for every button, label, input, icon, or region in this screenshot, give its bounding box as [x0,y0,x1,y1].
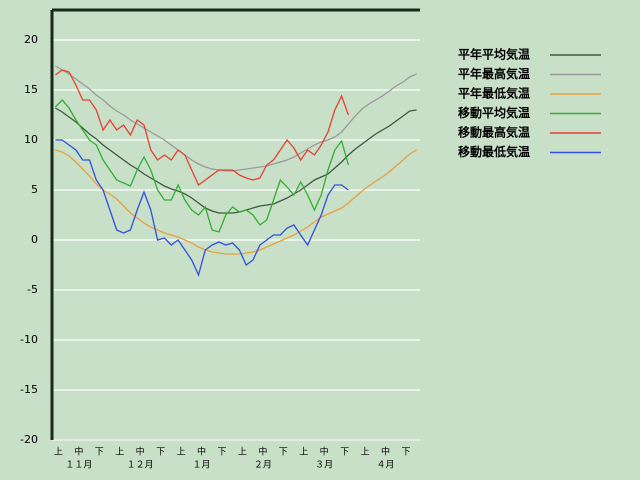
y-tick-label: 15 [24,83,38,96]
x-tick-label: 中 [197,446,206,458]
y-tick-label: -5 [27,283,38,296]
y-tick-label: -15 [20,383,38,396]
x-tick-label: 中 [381,446,390,458]
series-line [55,139,349,277]
legend-label: 平年平均気温 [458,47,530,62]
legend-label: 平年最低気温 [458,86,530,101]
x-tick-label: 下 [95,448,104,458]
x-tick-label: 上 [299,447,308,458]
y-tick-label: 0 [31,233,38,246]
x-tick-label: 下 [401,448,410,458]
series-line [55,107,417,214]
series-line [54,99,350,233]
x-tick-label: 下 [340,448,349,458]
x-tick-label: 中 [74,446,83,458]
y-tick-label: 5 [31,183,38,196]
x-tick-label: 上 [177,447,186,458]
month-label: １月 [193,460,211,471]
series-line [55,65,417,172]
series-line [55,69,350,186]
legend-label: 移動最高気温 [458,125,530,140]
month-label: １２月 [127,460,154,471]
x-tick-label: 中 [136,446,145,458]
legend-label: 平年最高気温 [458,66,530,81]
x-tick-label: 上 [361,447,370,458]
x-tick-label: 上 [54,447,63,458]
x-tick-label: 下 [156,448,165,458]
series-line [55,149,417,255]
y-tick-label: -20 [20,433,38,446]
month-label: ３月 [315,460,333,471]
x-tick-label: 下 [279,448,288,458]
legend-label: 移動最低気温 [458,144,530,159]
y-tick-label: -10 [20,333,38,346]
month-label: １１月 [65,460,92,471]
y-tick-label: 10 [24,133,38,146]
x-tick-label: 上 [238,447,247,458]
x-tick-label: 中 [320,446,329,458]
month-label: ４月 [377,460,395,471]
y-tick-label: 20 [24,33,38,46]
x-tick-label: 下 [217,448,226,458]
legend-label: 移動平均気温 [458,105,530,120]
x-tick-label: 上 [115,447,124,458]
x-tick-label: 中 [258,446,267,458]
month-label: ２月 [254,460,272,471]
